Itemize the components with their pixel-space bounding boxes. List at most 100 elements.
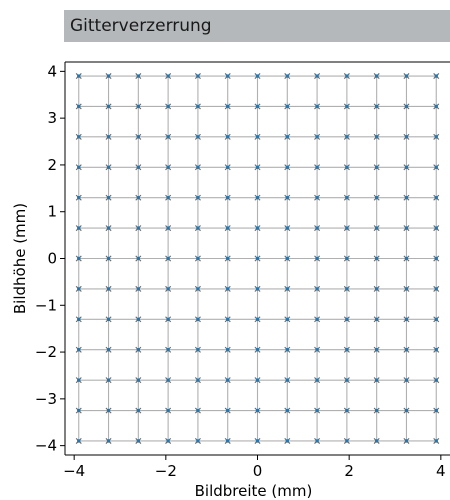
ideal-point-marker [136, 165, 141, 169]
ideal-point-marker [404, 439, 409, 443]
ideal-point-marker [374, 135, 379, 139]
ideal-point-marker [255, 348, 260, 352]
ideal-point-marker [196, 348, 200, 352]
ideal-point-marker [166, 74, 170, 78]
ideal-point-marker [166, 195, 170, 200]
ideal-point-marker [374, 408, 379, 413]
ideal-point-marker [404, 348, 409, 352]
ideal-point-marker [226, 74, 230, 78]
ideal-point-marker [315, 74, 319, 78]
ideal-point-marker [285, 348, 289, 352]
ideal-point-marker [136, 226, 141, 230]
ideal-point-marker [77, 135, 81, 139]
ideal-point-marker [106, 135, 111, 139]
ideal-point-marker [136, 135, 141, 139]
ideal-point-marker [374, 439, 379, 443]
ideal-point-marker [255, 74, 260, 78]
ideal-point-marker [196, 195, 200, 200]
ideal-point-marker [285, 104, 289, 109]
ideal-point-marker [404, 378, 409, 382]
ideal-point-marker [315, 165, 319, 169]
ideal-point-marker [196, 226, 200, 230]
ideal-point-marker [315, 135, 319, 139]
ideal-point-marker [77, 439, 81, 443]
ideal-point-marker [404, 226, 409, 230]
ideal-point-marker [77, 348, 81, 352]
ideal-point-marker [434, 226, 438, 230]
x-axis-label: Bildbreite (mm) [195, 482, 313, 500]
title-bar: Gitterverzerrung [64, 10, 450, 42]
ideal-point-marker [106, 195, 111, 200]
ideal-point-marker [315, 408, 319, 413]
ideal-point-marker [196, 317, 200, 322]
ideal-point-marker [255, 439, 260, 443]
ideal-point-marker [77, 195, 81, 200]
ideal-point-marker [345, 135, 349, 139]
ideal-point-marker [226, 348, 230, 352]
ideal-point-marker [374, 378, 379, 382]
ideal-point-marker [255, 378, 260, 382]
ideal-point-marker [285, 135, 289, 139]
ideal-point-marker [285, 439, 289, 443]
ideal-point-marker [315, 439, 319, 443]
ideal-point-marker [136, 317, 141, 322]
ideal-point-marker [255, 195, 260, 200]
ideal-point-marker [285, 378, 289, 382]
ideal-point-marker [404, 408, 409, 413]
ideal-point-marker [106, 165, 111, 169]
ideal-point-marker [226, 165, 230, 169]
ideal-point-marker [77, 378, 81, 382]
ideal-point-marker [255, 104, 260, 109]
ideal-point-marker [226, 256, 230, 261]
ideal-point-marker [255, 165, 260, 169]
y-tick-label: −3 [35, 390, 57, 408]
ideal-point-marker [136, 74, 141, 78]
ideal-point-marker [166, 135, 170, 139]
ideal-point-marker [404, 135, 409, 139]
ideal-point-marker [345, 256, 349, 261]
ideal-point-marker [196, 135, 200, 139]
ideal-point-marker [77, 408, 81, 413]
ideal-point-marker [196, 378, 200, 382]
grid-markers [75, 73, 440, 444]
ideal-point-marker [315, 287, 319, 291]
ideal-point-marker [77, 165, 81, 169]
ideal-point-marker [404, 256, 409, 261]
ideal-point-marker [345, 348, 349, 352]
x-tick-label: 2 [344, 462, 354, 480]
y-tick-label: −2 [35, 343, 57, 361]
ideal-point-marker [196, 408, 200, 413]
ideal-point-marker [77, 287, 81, 291]
ideal-point-marker [345, 74, 349, 78]
ideal-point-marker [166, 226, 170, 230]
ideal-point-marker [374, 165, 379, 169]
ideal-point-marker [136, 104, 141, 109]
ideal-point-marker [77, 317, 81, 322]
y-tick-label: 1 [47, 203, 57, 221]
ideal-point-marker [255, 408, 260, 413]
ideal-point-marker [315, 348, 319, 352]
x-tick-label: −4 [63, 462, 85, 480]
y-tick-label: 2 [47, 156, 57, 174]
ideal-point-marker [434, 74, 438, 78]
ideal-point-marker [196, 74, 200, 78]
ideal-point-marker [106, 287, 111, 291]
ticks: −4 −2 0 2 4 −4 −3 −2 −1 0 1 2 3 4 [35, 62, 446, 480]
ideal-point-marker [166, 317, 170, 322]
ideal-point-marker [136, 378, 141, 382]
ideal-point-marker [315, 195, 319, 200]
ideal-point-marker [77, 74, 81, 78]
ideal-point-marker [374, 74, 379, 78]
ideal-point-marker [136, 195, 141, 200]
ideal-point-marker [315, 104, 319, 109]
ideal-point-marker [374, 287, 379, 291]
ideal-point-marker [226, 195, 230, 200]
ideal-point-marker [136, 256, 141, 261]
ideal-point-marker [434, 195, 438, 200]
ideal-point-marker [226, 287, 230, 291]
ideal-point-marker [404, 104, 409, 109]
ideal-point-marker [166, 256, 170, 261]
ideal-point-marker [434, 104, 438, 109]
ideal-point-marker [315, 226, 319, 230]
ideal-point-marker [345, 378, 349, 382]
